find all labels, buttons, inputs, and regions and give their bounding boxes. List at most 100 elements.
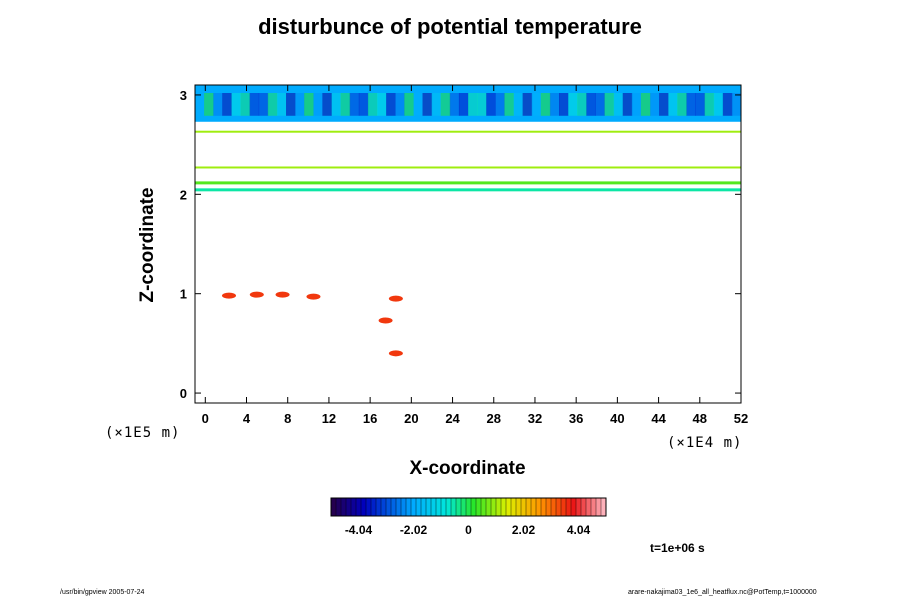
x-axis-ticks: 0 4 8 12 16 20 24 28 32 36 40 44 48 52 <box>202 85 748 426</box>
heatmap-patch <box>275 291 290 298</box>
colorbar-cell <box>525 497 532 517</box>
colorbar-cell <box>485 497 492 517</box>
colorbar-cell <box>370 497 377 517</box>
colorbar-cell <box>340 497 347 517</box>
heatmap-cell <box>267 93 278 116</box>
heatmap-cell <box>322 93 332 116</box>
colorbar-cell <box>445 497 452 517</box>
heatmap-cell <box>331 93 342 116</box>
x-tick-label: 16 <box>363 411 377 426</box>
heatmap-patch <box>221 292 236 299</box>
y-tick-label: 1 <box>180 287 187 302</box>
colorbar-tick-label: -2.02 <box>400 523 428 537</box>
colorbar-cell <box>415 497 422 517</box>
heatmap-cell <box>631 93 642 116</box>
heatmap-layer <box>195 130 741 133</box>
heatmap-cell <box>586 93 596 116</box>
heatmap-patch <box>388 350 403 357</box>
heatmap-cell <box>686 93 696 116</box>
y-tick-label: 2 <box>180 187 187 202</box>
colorbar-cell <box>560 497 567 517</box>
heatmap-patch <box>378 317 393 324</box>
heatmap-cell <box>522 93 533 116</box>
heatmap-cell <box>695 93 706 116</box>
heatmap-cell <box>495 93 505 116</box>
heatmap-cell <box>404 93 414 116</box>
colorbar-cell <box>335 497 342 517</box>
heatmap-cell <box>295 93 305 116</box>
x-axis-label: X-coordinate <box>409 458 526 479</box>
colorbar-cell <box>510 497 517 517</box>
heatmap-cell <box>595 93 605 116</box>
heatmap-patch <box>306 293 321 300</box>
colorbar-cell <box>420 497 427 517</box>
x-tick-label: 0 <box>202 411 209 426</box>
heatmap-cell <box>449 93 460 116</box>
heatmap-cell <box>422 93 433 116</box>
heatmap-cell <box>458 93 469 116</box>
colorbar-cell <box>400 497 407 517</box>
x-tick-label: 40 <box>610 411 624 426</box>
heatmap-cell <box>413 93 423 116</box>
plot-frame <box>194 84 742 404</box>
x-tick-label: 4 <box>243 411 251 426</box>
footer-command: /usr/bin/gpview 2005-07-24 <box>60 589 145 596</box>
colorbar-cell <box>425 497 432 517</box>
colorbar-cell <box>355 497 362 517</box>
colorbar-cell <box>555 497 562 517</box>
heatmap-cell <box>340 93 351 116</box>
heatmap-cell <box>258 93 269 116</box>
colorbar-cell <box>550 497 557 517</box>
colorbar-cell <box>575 497 582 517</box>
x-tick-label: 8 <box>284 411 291 426</box>
x-tick-label: 32 <box>528 411 542 426</box>
colorbar-cell <box>480 497 487 517</box>
heatmap-cell <box>386 93 396 116</box>
colorbar-cell <box>330 497 337 517</box>
heatmap-cell <box>731 93 741 116</box>
colorbar-cell <box>475 497 482 517</box>
colorbar-cell <box>535 497 542 517</box>
heatmap-cell <box>231 93 241 116</box>
colorbar-cell <box>390 497 397 517</box>
colorbar-cell <box>465 497 472 517</box>
heatmap-cell <box>358 93 369 116</box>
colorbar-cell <box>545 497 552 517</box>
heatmap-cell <box>613 93 624 116</box>
heatmap-cell <box>604 93 615 116</box>
colorbar-cell <box>530 497 537 517</box>
colorbar-cell <box>580 497 587 517</box>
colorbar-cell <box>405 497 412 517</box>
colorbar-cell <box>455 497 462 517</box>
heatmap-cell <box>540 93 551 116</box>
heatmap-cell <box>704 93 715 116</box>
colorbar-cell <box>435 497 442 517</box>
heatmap-cell <box>722 93 733 116</box>
heatmap-cell <box>204 93 214 116</box>
colorbar-cell <box>570 497 577 517</box>
heatmap-cell <box>650 93 660 116</box>
heatmap-cell <box>504 93 514 116</box>
colorbar-cell <box>520 497 527 517</box>
colorbar-cell <box>430 497 437 517</box>
y-axis-ticks: 0 1 2 3 <box>180 88 741 401</box>
colorbar-cell <box>490 497 497 517</box>
x-tick-label: 28 <box>487 411 501 426</box>
colorbar-cell <box>350 497 357 517</box>
colorbar-cell <box>410 497 417 517</box>
x-tick-label: 52 <box>734 411 748 426</box>
heatmap-cell <box>477 93 487 116</box>
heatmap-layer <box>195 166 741 169</box>
chart-title: disturbunce of potential temperature <box>258 14 642 39</box>
heatmap-cell <box>377 93 387 116</box>
colorbar-cell <box>515 497 522 517</box>
colorbar-tick-label: 2.02 <box>512 523 536 537</box>
colorbar-cell <box>500 497 507 517</box>
heatmap-cell <box>195 93 205 116</box>
heatmap-cell <box>431 93 442 116</box>
heatmap-cell <box>677 93 687 116</box>
colorbar-cell <box>380 497 387 517</box>
y-axis-label: Z-coordinate <box>137 187 158 303</box>
heatmap-cell <box>668 93 678 116</box>
heatmap-cell <box>222 93 232 116</box>
